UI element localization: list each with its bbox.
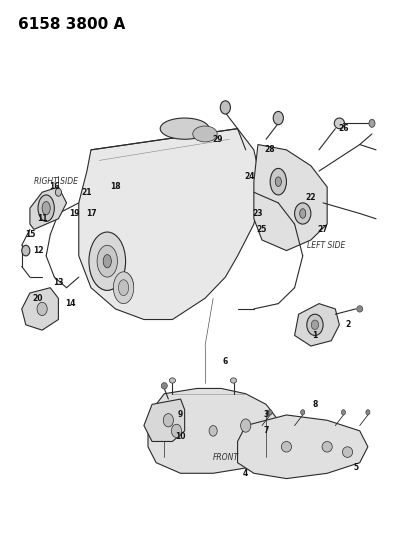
Ellipse shape xyxy=(209,425,217,436)
Ellipse shape xyxy=(306,314,322,335)
Ellipse shape xyxy=(270,168,286,195)
Text: 7: 7 xyxy=(263,426,268,435)
Text: 25: 25 xyxy=(256,225,267,234)
Ellipse shape xyxy=(341,410,345,415)
Text: 5: 5 xyxy=(352,464,357,472)
Text: 15: 15 xyxy=(25,230,35,239)
Ellipse shape xyxy=(163,414,173,427)
Text: 23: 23 xyxy=(252,209,263,218)
Polygon shape xyxy=(79,128,261,319)
Text: 17: 17 xyxy=(85,209,96,218)
Ellipse shape xyxy=(281,441,291,452)
Ellipse shape xyxy=(321,441,331,452)
Ellipse shape xyxy=(299,209,305,218)
Ellipse shape xyxy=(55,188,61,196)
Ellipse shape xyxy=(171,424,181,438)
Polygon shape xyxy=(144,399,184,441)
Text: 12: 12 xyxy=(33,246,43,255)
Text: 27: 27 xyxy=(317,225,328,234)
Ellipse shape xyxy=(368,119,374,127)
Ellipse shape xyxy=(230,378,236,383)
Ellipse shape xyxy=(97,245,117,277)
Text: LEFT SIDE: LEFT SIDE xyxy=(306,241,344,250)
Ellipse shape xyxy=(118,280,128,296)
Text: 10: 10 xyxy=(175,432,185,441)
Polygon shape xyxy=(30,187,66,229)
Ellipse shape xyxy=(310,320,318,329)
Ellipse shape xyxy=(22,245,30,256)
Ellipse shape xyxy=(220,101,230,114)
Polygon shape xyxy=(294,304,339,346)
Ellipse shape xyxy=(267,410,272,415)
Ellipse shape xyxy=(272,111,283,125)
Ellipse shape xyxy=(37,302,47,316)
Ellipse shape xyxy=(113,272,133,304)
Ellipse shape xyxy=(342,447,352,457)
Text: 24: 24 xyxy=(244,172,254,181)
Ellipse shape xyxy=(356,306,362,312)
Ellipse shape xyxy=(42,201,50,215)
Text: 18: 18 xyxy=(110,182,120,191)
Text: 22: 22 xyxy=(305,193,315,202)
Ellipse shape xyxy=(169,378,175,383)
Ellipse shape xyxy=(333,118,344,128)
Text: 19: 19 xyxy=(69,209,80,218)
Ellipse shape xyxy=(274,177,281,187)
Text: 16: 16 xyxy=(49,182,59,191)
Text: 2: 2 xyxy=(344,320,349,329)
Polygon shape xyxy=(148,389,278,473)
Text: 6: 6 xyxy=(222,358,227,367)
Text: 28: 28 xyxy=(264,146,275,155)
Polygon shape xyxy=(237,415,367,479)
Text: FRONT: FRONT xyxy=(213,453,238,462)
Text: 29: 29 xyxy=(211,135,222,144)
Text: 8: 8 xyxy=(312,400,317,409)
Ellipse shape xyxy=(300,410,304,415)
Ellipse shape xyxy=(294,203,310,224)
Text: 11: 11 xyxy=(37,214,47,223)
Ellipse shape xyxy=(160,118,209,139)
Text: 4: 4 xyxy=(243,469,248,478)
Ellipse shape xyxy=(161,383,167,389)
Text: 26: 26 xyxy=(337,124,348,133)
Ellipse shape xyxy=(192,126,217,142)
Text: RIGHT SIDE: RIGHT SIDE xyxy=(34,177,78,186)
Text: 9: 9 xyxy=(178,410,183,419)
Polygon shape xyxy=(253,144,326,251)
Ellipse shape xyxy=(365,410,369,415)
Text: 6158 3800 A: 6158 3800 A xyxy=(18,17,125,33)
Text: 14: 14 xyxy=(65,299,76,308)
Text: 3: 3 xyxy=(263,410,268,419)
Polygon shape xyxy=(22,288,58,330)
Ellipse shape xyxy=(240,419,250,432)
Ellipse shape xyxy=(103,255,111,268)
Text: 13: 13 xyxy=(53,278,63,287)
Text: 21: 21 xyxy=(81,188,92,197)
Text: 1: 1 xyxy=(312,331,317,340)
Text: 20: 20 xyxy=(33,294,43,303)
Ellipse shape xyxy=(89,232,125,290)
Ellipse shape xyxy=(38,195,54,221)
